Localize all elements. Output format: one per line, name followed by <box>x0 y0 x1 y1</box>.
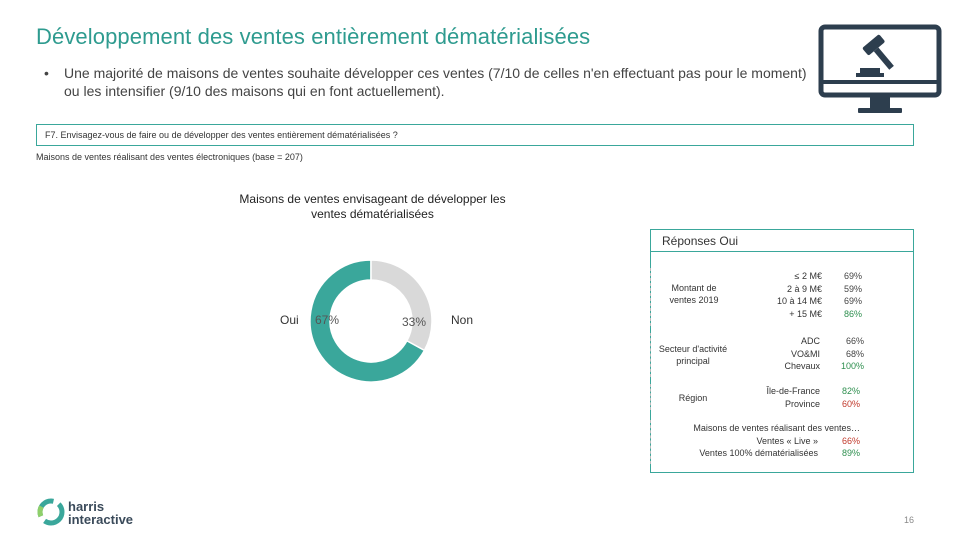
footer-value: 66% <box>841 435 860 446</box>
summary-bullet: Une majorité de maisons de ventes souhai… <box>44 64 824 100</box>
value-list-secteur: 66% 68% 100% <box>826 335 864 373</box>
segment-value: 69% <box>843 296 862 306</box>
segment-list-secteur: ADC VO&MI Chevaux <box>742 335 820 373</box>
segment-value: 68% <box>845 348 864 359</box>
segment-label: Chevaux <box>784 361 820 371</box>
value-list-region: 82% 60% <box>826 385 860 410</box>
segment-label: + 15 M€ <box>789 308 822 319</box>
logo-line: interactive <box>68 512 134 527</box>
footer-row: Ventes « Live » 66% <box>660 435 860 448</box>
group-label-secteur: Secteur d'activité principal <box>658 344 728 366</box>
chart-title: Maisons de ventes envisageant de dévelop… <box>239 192 506 221</box>
donut-slice-non <box>370 259 433 352</box>
segment-value: 82% <box>841 386 860 396</box>
value-list-montant: 69% 59% 69% 86% <box>826 270 862 320</box>
legend-label-non: Non <box>451 313 474 327</box>
group-divider <box>650 384 651 410</box>
segment-value: 60% <box>841 398 860 409</box>
footer-heading: Maisons de ventes réalisant des ventes… <box>693 423 860 433</box>
footer-segment: Ventes 100% dématérialisées <box>699 448 818 458</box>
group-divider <box>650 333 651 377</box>
donut-slice-oui <box>309 259 426 383</box>
segment-value: 69% <box>843 271 862 281</box>
legend-label-oui: Oui <box>280 313 299 327</box>
panel-separator <box>650 251 914 252</box>
logo-wordmark: harris interactive <box>68 500 133 526</box>
segment-label: VO&MI <box>790 348 820 359</box>
logo-line: harris <box>68 499 105 514</box>
data-label-non: 33% <box>402 315 427 329</box>
segment-label: 10 à 14 M€ <box>776 296 822 306</box>
panel-footer: Maisons de ventes réalisant des ventes… … <box>660 422 860 460</box>
group-divider <box>650 420 651 464</box>
page-number: 16 <box>904 515 915 525</box>
segment-list-region: Île-de-France Province <box>736 385 820 410</box>
sample-base: Maisons de ventes réalisant des ventes é… <box>36 152 303 162</box>
segment-label: ADC <box>800 336 820 346</box>
data-label-oui: 67% <box>315 313 340 327</box>
question-box: F7. Envisagez-vous de faire ou de dévelo… <box>36 124 914 146</box>
harris-interactive-logo-icon <box>37 498 65 526</box>
segment-value: 66% <box>845 336 864 346</box>
segment-label: Île-de-France <box>766 386 820 396</box>
segment-label: ≤ 2 M€ <box>794 271 822 281</box>
footer-row: Ventes 100% dématérialisées 89% <box>660 447 860 460</box>
segment-list-montant: ≤ 2 M€ 2 à 9 M€ 10 à 14 M€ + 15 M€ <box>742 270 822 320</box>
group-label-montant: Montant de ventes 2019 <box>669 283 719 305</box>
segment-label: Province <box>784 398 820 409</box>
group-divider <box>650 268 651 326</box>
segment-value: 59% <box>843 283 862 294</box>
page-title: Développement des ventes entièrement dém… <box>36 24 591 49</box>
segment-value: 86% <box>843 308 862 319</box>
segment-label: 2 à 9 M€ <box>786 283 822 294</box>
footer-value: 89% <box>841 448 860 458</box>
segment-value: 100% <box>840 361 864 371</box>
panel-title: Réponses Oui <box>662 234 739 248</box>
donut-chart <box>309 259 433 383</box>
group-label-region: Région <box>678 393 708 403</box>
footer-segment: Ventes « Live » <box>756 435 818 446</box>
monitor-gavel-icon <box>818 24 942 113</box>
